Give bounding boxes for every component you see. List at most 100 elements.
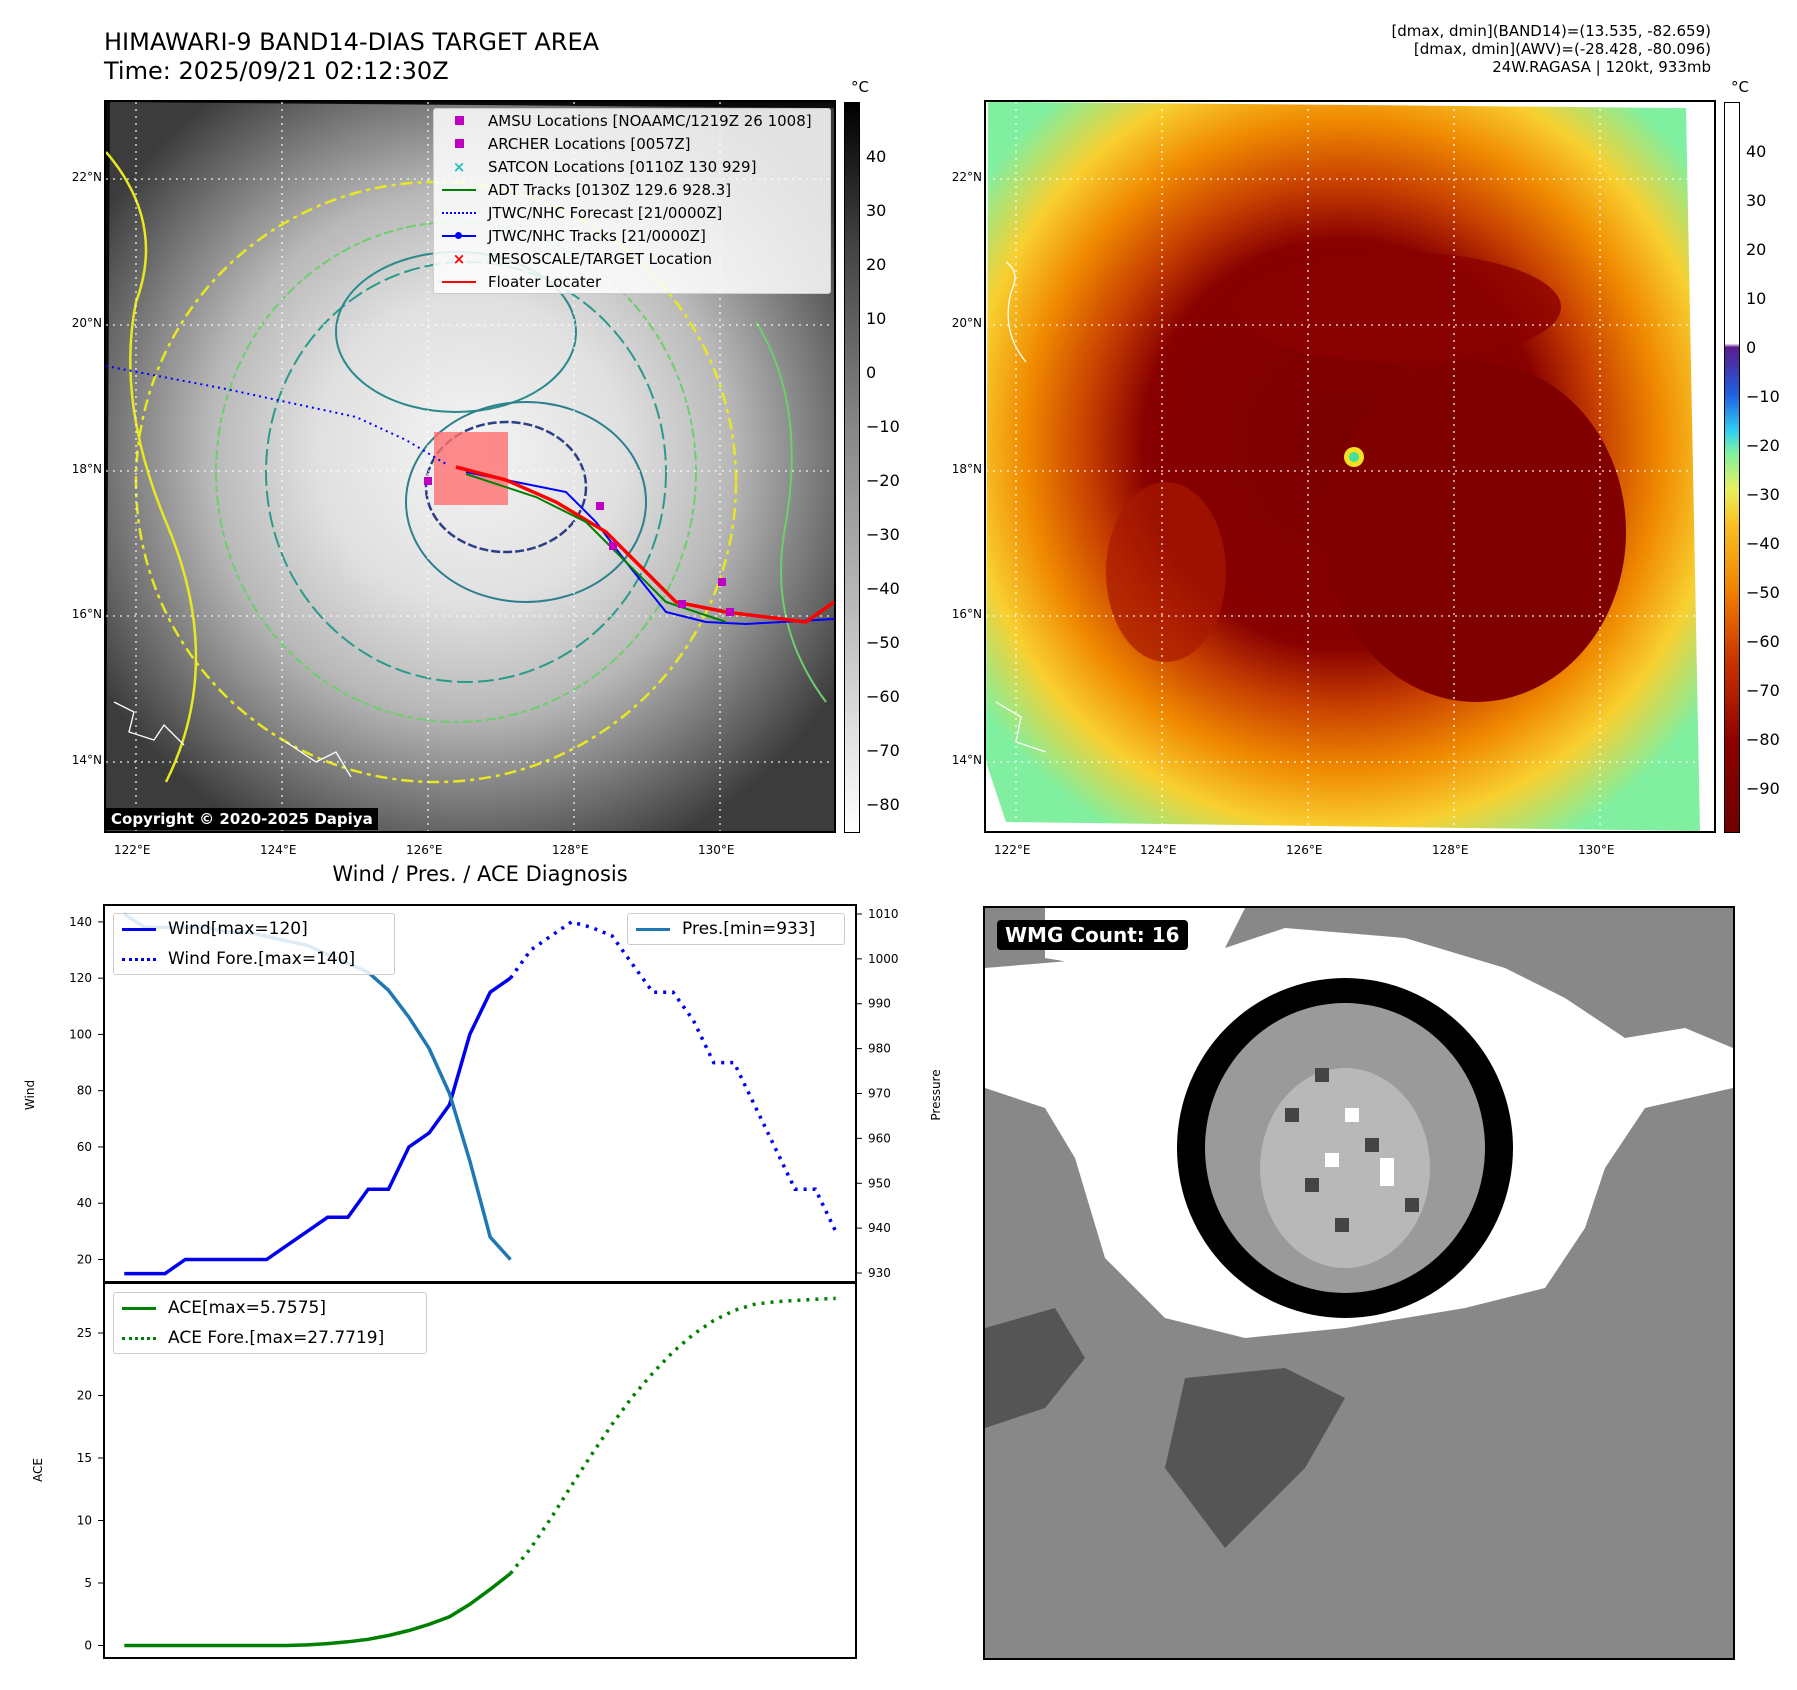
pressure-axis-label: Pressure [929, 1069, 943, 1120]
legend-label: ACE Fore.[max=27.7719] [168, 1328, 385, 1348]
stats-block: [dmax, dmin](BAND14)=(13.535, -82.659) [… [1391, 22, 1711, 76]
cbar-tick: −50 [866, 633, 900, 652]
cbar-tick: 0 [866, 363, 877, 382]
y2-tick-label: 930 [868, 1266, 891, 1280]
y-tick-label: 80 [77, 1084, 92, 1098]
stats-line-1: [dmax, dmin](BAND14)=(13.535, -82.659) [1391, 22, 1711, 40]
lon-tick: 122°E [994, 843, 1031, 857]
cbar-tick: −20 [866, 471, 900, 490]
legend-row-target: × MESOSCALE/TARGET Location [434, 247, 830, 270]
line-marker-icon [122, 927, 156, 931]
lon-tick: 128°E [1432, 843, 1469, 857]
y-tick-label: 120 [69, 971, 92, 985]
cbar-tick: −90 [1746, 779, 1780, 798]
legend-label: Wind[max=120] [168, 919, 308, 939]
diagnosis-title: Wind / Pres. / ACE Diagnosis [332, 862, 628, 886]
ir-lon-axis: 122°E 124°E 126°E 128°E 130°E [104, 843, 836, 859]
cbar-tick: −80 [866, 795, 900, 814]
ir-colorbar [844, 102, 860, 833]
lat-tick: 18°N [71, 462, 102, 476]
floater-target-box [434, 432, 508, 505]
cbar-tick: −30 [1746, 485, 1780, 504]
ace-axis-label: ACE [31, 1458, 45, 1482]
lon-tick: 128°E [552, 843, 589, 857]
copyright-label: Copyright © 2020-2025 Dapiya [106, 808, 378, 830]
cbar-tick: 40 [866, 147, 887, 166]
y-tick-label: 140 [69, 915, 92, 929]
legend-label: SATCON Locations [0110Z 130 929] [488, 157, 757, 176]
cbar-tick: −60 [1746, 632, 1780, 651]
legend-label: Pres.[min=933] [682, 919, 816, 939]
figure-title: HIMAWARI-9 BAND14-DIAS TARGET AREA Time:… [104, 28, 599, 86]
lon-tick: 130°E [1578, 843, 1615, 857]
series-line-wind [124, 976, 512, 1276]
legend-row-ace: ACE[max=5.7575] [114, 1293, 426, 1323]
legend-label: Floater Locater [488, 272, 602, 291]
y2-tick-label: 1010 [868, 907, 899, 921]
ir-lat-axis: 22°N 20°N 18°N 16°N 14°N [58, 100, 102, 833]
cbar-tick: −50 [1746, 583, 1780, 602]
dotted-line-icon [122, 957, 156, 961]
x-marker-icon: × [452, 249, 466, 268]
lon-tick: 126°E [1286, 843, 1323, 857]
cbar-tick: −70 [866, 741, 900, 760]
awv-lat-axis: 22°N 20°N 18°N 16°N 14°N [938, 100, 982, 833]
lat-tick: 20°N [71, 316, 102, 330]
lat-tick: 22°N [951, 170, 982, 184]
y-tick-label: 100 [69, 1027, 92, 1041]
legend-label: JTWC/NHC Tracks [21/0000Z] [488, 226, 706, 245]
legend-label: JTWC/NHC Forecast [21/0000Z] [488, 203, 723, 222]
legend-row-pressure: Pres.[min=933] [628, 914, 844, 944]
legend-row-satcon: × SATCON Locations [0110Z 130 929] [434, 155, 830, 178]
lon-tick: 124°E [260, 843, 297, 857]
legend-label: ACE[max=5.7575] [168, 1298, 326, 1318]
wmg-panel[interactable]: WMG Count: 16 [983, 906, 1735, 1660]
y-tick-label: 20 [77, 1252, 92, 1266]
cbar-tick: −70 [1746, 681, 1780, 700]
cbar-tick: −60 [866, 687, 900, 706]
y-tick-label: 0 [84, 1639, 92, 1653]
y2-tick-label: 940 [868, 1221, 891, 1235]
awv-colorbar-unit: °C [1731, 78, 1749, 96]
wmg-count-label: WMG Count: 16 [997, 920, 1188, 950]
legend-row-wind-forecast: Wind Fore.[max=140] [114, 944, 394, 974]
cbar-tick: −20 [1746, 436, 1780, 455]
legend-label: ARCHER Locations [0057Z] [488, 134, 691, 153]
legend-label: Wind Fore.[max=140] [168, 949, 356, 969]
legend-row-wind: Wind[max=120] [114, 914, 394, 944]
x-marker-icon: × [452, 157, 466, 176]
series-line-wind-fore- [509, 919, 838, 1233]
line-marker-icon [122, 1306, 156, 1310]
ir-map-panel[interactable]: Copyright © 2020-2025 Dapiya AMSU Locati… [104, 100, 836, 833]
cbar-tick: 0 [1746, 338, 1757, 357]
legend-row-jtwc-tracks: JTWC/NHC Tracks [21/0000Z] [434, 224, 830, 247]
legend-row-amsu: AMSU Locations [NOAAMC/1219Z 26 1008] [434, 109, 830, 132]
y-tick-label: 20 [77, 1389, 92, 1403]
lat-tick: 14°N [71, 753, 102, 767]
y2-tick-label: 1000 [868, 952, 899, 966]
awv-colorbar-ticks: 40 30 20 10 0 −10 −20 −30 −40 −50 −60 −7… [1746, 100, 1796, 833]
cbar-tick: 30 [866, 201, 887, 220]
lon-tick: 124°E [1140, 843, 1177, 857]
cbar-tick: −10 [1746, 387, 1780, 406]
y2-tick-label: 950 [868, 1176, 891, 1190]
cbar-tick: 20 [866, 255, 887, 274]
y-tick-label: 60 [77, 1140, 92, 1154]
dotted-line-icon [122, 1336, 156, 1340]
y-tick-label: 5 [84, 1576, 92, 1590]
ace-legend: ACE[max=5.7575] ACE Fore.[max=27.7719] [113, 1292, 427, 1354]
line-marker-icon [442, 280, 476, 283]
wind-legend: Wind[max=120] Wind Fore.[max=140] [113, 913, 395, 975]
awv-map-panel[interactable] [984, 100, 1716, 833]
awv-map-image [986, 102, 1714, 831]
y2-tick-label: 980 [868, 1042, 891, 1056]
y-tick-label: 40 [77, 1196, 92, 1210]
legend-label: ADT Tracks [0130Z 129.6 928.3] [488, 180, 732, 199]
awv-colorbar [1724, 102, 1740, 833]
square-marker-icon [455, 116, 464, 125]
legend-row-ace-forecast: ACE Fore.[max=27.7719] [114, 1323, 426, 1353]
stats-line-2: [dmax, dmin](AWV)=(-28.428, -80.096) [1413, 40, 1711, 58]
cbar-tick: −80 [1746, 730, 1780, 749]
line-marker-icon [636, 927, 670, 931]
stats-line-3: 24W.RAGASA | 120kt, 933mb [1492, 58, 1711, 76]
